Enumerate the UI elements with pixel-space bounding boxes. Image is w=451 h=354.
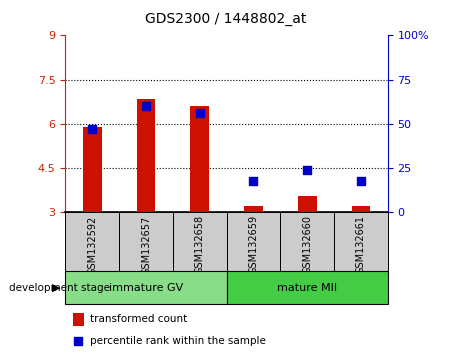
Bar (65, 271, 226, 304)
Bar (190, 105, 209, 212)
Point (75, 338, 82, 344)
Text: development stage: development stage (9, 282, 110, 293)
Bar (352, 206, 370, 212)
Bar (244, 206, 263, 212)
Bar (334, 212, 388, 271)
Text: GSM132659: GSM132659 (249, 215, 258, 274)
Point (357, 178, 364, 184)
Bar (73, 313, 84, 326)
Point (304, 167, 311, 172)
Text: GSM132657: GSM132657 (141, 215, 151, 275)
Point (143, 103, 150, 108)
Bar (298, 196, 317, 212)
Text: transformed count: transformed count (90, 314, 188, 325)
Bar (119, 212, 173, 271)
Bar (83, 127, 101, 212)
Text: GSM132661: GSM132661 (356, 215, 366, 274)
Text: immature GV: immature GV (109, 282, 183, 293)
Text: GSM132658: GSM132658 (195, 215, 205, 274)
Text: mature MII: mature MII (277, 282, 337, 293)
Text: ▶: ▶ (52, 282, 61, 293)
Bar (226, 212, 281, 271)
Text: GSM132660: GSM132660 (302, 215, 312, 274)
Text: GDS2300 / 1448802_at: GDS2300 / 1448802_at (145, 12, 306, 27)
Bar (173, 212, 226, 271)
Bar (281, 212, 334, 271)
Text: GSM132592: GSM132592 (87, 215, 97, 275)
Point (196, 110, 203, 115)
Point (250, 178, 257, 184)
Point (89, 126, 96, 132)
Text: percentile rank within the sample: percentile rank within the sample (90, 336, 266, 346)
Bar (65, 212, 119, 271)
Bar (226, 271, 388, 304)
Bar (137, 99, 156, 212)
